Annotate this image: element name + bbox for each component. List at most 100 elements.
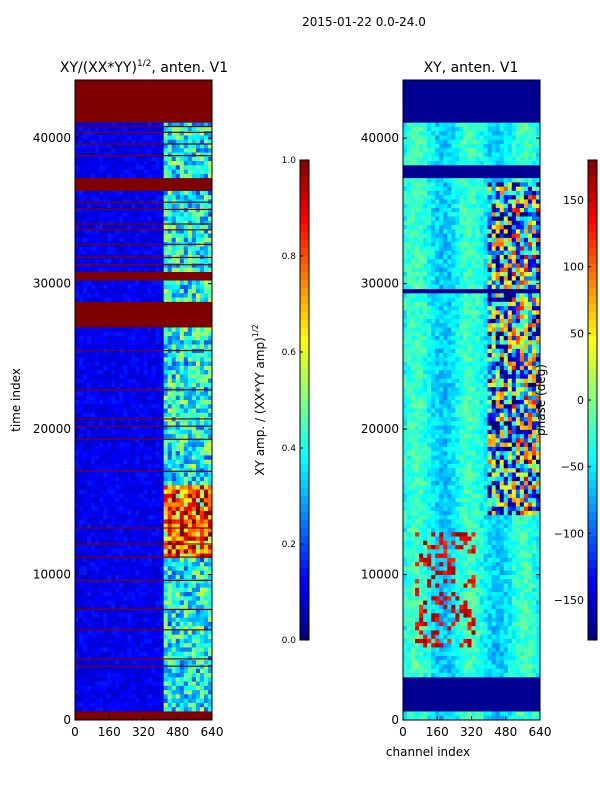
amp-cell [119, 173, 124, 179]
amp-cell [127, 80, 132, 85]
amp-cell [163, 446, 169, 452]
amp-cell [75, 280, 80, 286]
amp-cell [203, 391, 209, 397]
amp-cell [179, 668, 185, 674]
amp-cell [115, 114, 120, 119]
amp-cell [151, 643, 156, 648]
amp-cell [159, 438, 165, 444]
amp-cell [75, 489, 80, 495]
amp-cell [127, 638, 132, 644]
amp-cell [187, 510, 193, 516]
amp-cell [107, 190, 112, 196]
amp-cell [127, 587, 132, 593]
amp-cell [91, 148, 96, 153]
amp-cell [115, 677, 120, 682]
amp-cell [179, 365, 185, 371]
amp-cell [115, 382, 120, 388]
amp-cell [159, 114, 165, 119]
amp-cell [115, 412, 120, 418]
amp-cell [107, 638, 112, 644]
amp-cell [143, 263, 148, 269]
amp-cell [95, 651, 100, 657]
amp-cell [179, 472, 185, 478]
amp-cell [111, 190, 116, 196]
amp-cell [183, 434, 189, 439]
amp-cell [199, 293, 205, 298]
amp-cell [207, 327, 212, 333]
amp-cell [139, 523, 144, 529]
amp-cell [119, 549, 124, 554]
amp-cell [183, 528, 189, 533]
amp-cell [159, 126, 165, 132]
amp-cell [115, 84, 120, 89]
amp-cell [155, 532, 161, 537]
amp-cell [83, 455, 88, 461]
amp-cell [107, 80, 112, 85]
amp-cell [95, 203, 100, 209]
amp-cell [75, 621, 80, 627]
amp-cell [187, 481, 193, 486]
amp-cell [171, 570, 177, 576]
amp-cell [131, 374, 136, 380]
amp-cell [131, 105, 136, 111]
amp-cell [151, 455, 156, 461]
amp-cell [151, 382, 156, 388]
amp-cell [139, 600, 144, 606]
amp-cell [115, 523, 120, 529]
amp-cell [191, 382, 197, 388]
amp-cell [99, 574, 104, 580]
amp-cell [163, 276, 169, 281]
amp-cell [167, 446, 173, 452]
amp-cell [143, 681, 148, 687]
amp-cell [203, 246, 209, 252]
amp-cell [159, 532, 165, 537]
amp-cell [143, 370, 148, 375]
amp-cell [203, 148, 209, 153]
amp-cell [191, 532, 197, 537]
amp-cell [179, 510, 185, 516]
amp-cell [183, 208, 189, 213]
amp-cell [163, 528, 169, 533]
amp-cell [163, 293, 169, 298]
amp-cell [147, 301, 152, 307]
amp-cell [123, 660, 128, 665]
amp-cell [79, 574, 84, 580]
amp-cell [87, 301, 92, 307]
amp-cell [179, 459, 185, 465]
amp-cell [195, 536, 201, 542]
amp-cell [179, 357, 185, 362]
amp-cell [135, 596, 140, 601]
amp-cell [95, 647, 100, 653]
amp-cell [91, 340, 96, 345]
amp-cell [139, 455, 144, 461]
amp-cell [199, 685, 205, 691]
amp-cell [87, 668, 92, 674]
amp-cell [187, 540, 193, 546]
amp-cell [151, 169, 156, 175]
amp-cell [95, 237, 100, 243]
amp-cell [171, 297, 177, 303]
amp-cell [163, 408, 169, 414]
amp-cell [99, 476, 104, 482]
amp-cell [203, 446, 209, 452]
amp-cell [103, 293, 108, 298]
amp-cell [75, 702, 80, 708]
amp-cell [151, 378, 156, 384]
amp-cell [119, 216, 124, 222]
amp-cell [91, 229, 96, 234]
amp-cell [139, 485, 144, 490]
amp-cell [203, 592, 209, 597]
amp-cell [159, 421, 165, 426]
amp-cell [163, 152, 169, 158]
amp-cell [183, 336, 189, 341]
amp-cell [79, 344, 84, 350]
amp-cell [75, 122, 80, 128]
amp-cell [147, 446, 152, 452]
amp-cell [87, 647, 92, 653]
amp-cell [123, 668, 128, 674]
amp-cell [203, 519, 209, 525]
amp-cell [87, 84, 92, 89]
amp-cell [131, 327, 136, 333]
amp-cell [87, 148, 92, 153]
amp-cell [135, 144, 140, 149]
